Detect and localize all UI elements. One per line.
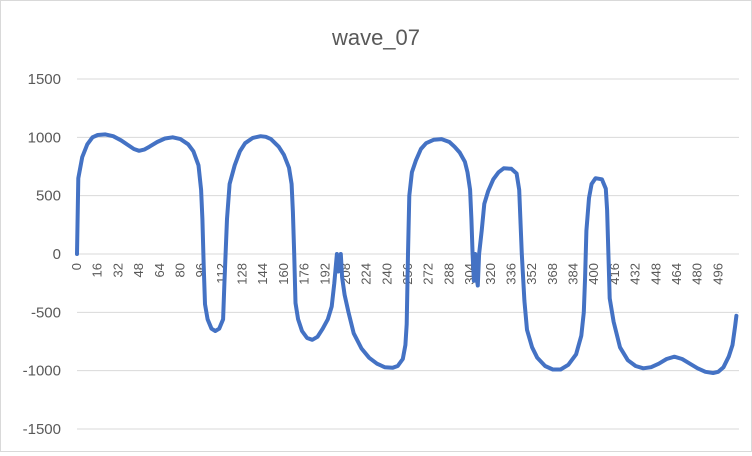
x-tick-label: 464 — [669, 263, 684, 285]
y-tick-label: -1000 — [23, 363, 61, 380]
x-tick-label: 448 — [648, 263, 663, 285]
x-tick-label: 176 — [297, 263, 312, 285]
x-tick-label: 496 — [710, 263, 725, 285]
x-tick-label: 32 — [110, 263, 125, 277]
x-tick-label: 288 — [441, 263, 456, 285]
y-tick-label: -500 — [31, 304, 61, 321]
x-tick-label: 400 — [586, 263, 601, 285]
x-tick-label: 192 — [317, 263, 332, 285]
x-tick-label: 384 — [566, 263, 581, 285]
x-tick-label: 432 — [628, 263, 643, 285]
series-line — [75, 132, 739, 375]
y-tick-label: 1000 — [28, 129, 61, 146]
x-tick-label: 128 — [235, 263, 250, 285]
y-tick-label: -1500 — [23, 421, 61, 438]
x-tick-label: 272 — [421, 263, 436, 285]
x-tick-label: 80 — [172, 263, 187, 277]
x-tick-label: 160 — [276, 263, 291, 285]
series-lines — [75, 132, 739, 375]
x-tick-label: 224 — [359, 263, 374, 285]
y-tick-label: 0 — [53, 246, 61, 263]
y-tick-label: 1500 — [28, 71, 61, 88]
x-tick-label: 16 — [90, 263, 105, 277]
x-tick-label: 368 — [545, 263, 560, 285]
y-axis-ticks: 1500 1000 500 0 -500 -1000 -1500 — [23, 71, 61, 438]
x-axis-ticks: 0 16 32 48 64 80 96 112 128 144 160 176 192 208 224 240… — [69, 263, 725, 285]
x-tick-label: 144 — [255, 263, 270, 285]
x-tick-label: 336 — [503, 263, 518, 285]
x-tick-label: 64 — [152, 263, 167, 277]
y-tick-label: 500 — [36, 188, 61, 205]
chart-title: wave_07 — [331, 25, 420, 50]
x-tick-label: 0 — [69, 263, 84, 270]
x-tick-label: 352 — [524, 263, 539, 285]
x-tick-label: 48 — [131, 263, 146, 277]
x-tick-label: 240 — [379, 263, 394, 285]
x-tick-label: 320 — [483, 263, 498, 285]
x-tick-label: 480 — [690, 263, 705, 285]
